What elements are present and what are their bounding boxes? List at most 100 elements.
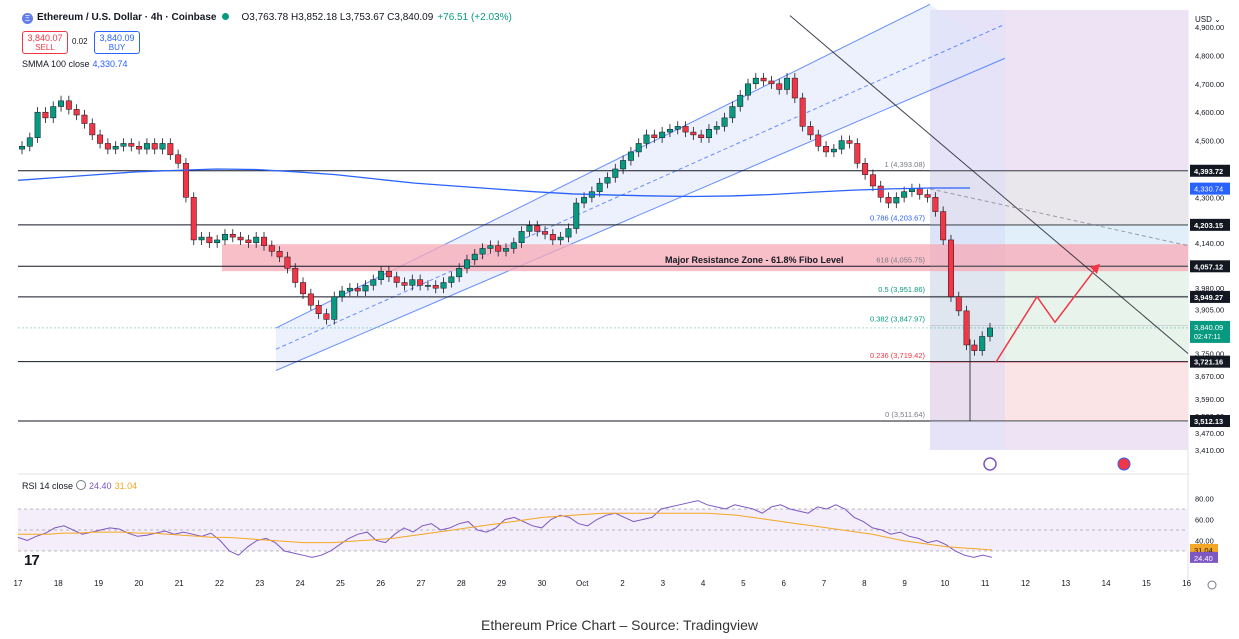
candle-body [627, 151, 634, 161]
candle-body [409, 279, 416, 286]
candle-body [50, 106, 57, 119]
candle-body [557, 236, 564, 241]
candle-body [65, 100, 72, 110]
smma-price-tag [1190, 182, 1230, 195]
price-level-tag [1190, 218, 1230, 231]
candle-body [901, 191, 908, 198]
time-tick-label: 13 [1061, 579, 1070, 588]
candle-body [510, 242, 517, 249]
price-level-tag-text: 3,512.13 [1194, 417, 1223, 426]
time-tick-label: 11 [981, 579, 990, 588]
candle-body [104, 143, 111, 150]
fib-level-label: 618 (4,055.75) [876, 256, 925, 265]
candle-body [42, 111, 49, 119]
tradingview-logo[interactable]: 17 [24, 552, 40, 569]
time-tick-label: 20 [134, 579, 143, 588]
price-level-tag-text: 4,203.15 [1194, 221, 1223, 230]
last-price-tag [1190, 320, 1230, 343]
price-tick-label: 4,700.00 [1195, 80, 1224, 89]
buy-button[interactable]: 3,840.09 BUY [94, 31, 140, 54]
candle-body [776, 83, 783, 90]
time-tick-label: 27 [417, 579, 426, 588]
rsi-tick-label: 60.00 [1195, 516, 1214, 525]
rsi-value: 24.40 [89, 481, 112, 491]
candle-body [292, 268, 299, 283]
candle-body [791, 77, 798, 99]
fib-level-label: 0.382 (3,847.97) [870, 315, 926, 324]
candle-body [214, 239, 221, 244]
candle-body [284, 256, 291, 269]
candle-body [221, 234, 228, 241]
candle-body [877, 185, 884, 198]
candle-body [651, 134, 658, 138]
candle-body [268, 245, 275, 252]
smma-indicator-legend[interactable]: SMMA 100 close 4,330.74 [22, 59, 128, 69]
candle-body [729, 106, 736, 119]
last-price-tag-text: 3,840.09 [1194, 323, 1223, 332]
candle-body [206, 236, 213, 244]
figure-caption: Ethereum Price Chart – Source: Tradingvi… [480, 617, 758, 633]
candle-body [721, 117, 728, 127]
fib-level-label: 0.786 (4,203.67) [870, 214, 926, 223]
candle-body [784, 77, 791, 90]
candle-body [190, 197, 197, 241]
time-tick-label: 15 [1142, 579, 1151, 588]
time-tick-label: 6 [781, 579, 786, 588]
candle-body [378, 270, 385, 280]
symbol-title[interactable]: Ethereum / U.S. Dollar · 4h · Coinbase [37, 12, 217, 23]
price-tick-label: 3,670.00 [1195, 372, 1224, 381]
candle-body [893, 197, 900, 204]
candle-body [534, 225, 541, 232]
buy-price: 3,840.09 [99, 33, 135, 43]
time-tick-label: 16 [1182, 579, 1191, 588]
candle-body [659, 131, 666, 138]
currency-label: USD [1195, 15, 1212, 24]
fib-level-label: 0 (3,511.64) [885, 410, 925, 419]
candle-body [19, 146, 25, 150]
candle-body [487, 245, 494, 249]
currency-selector[interactable]: USD ⌄ [1195, 15, 1221, 24]
candle-body [136, 146, 143, 150]
candle-body [908, 188, 915, 192]
price-tick-label: 3,980.00 [1195, 284, 1224, 293]
candle-body [698, 134, 705, 138]
candle-body [620, 160, 627, 170]
candle-body [401, 282, 408, 286]
candle-body [424, 285, 431, 287]
time-tick-label: 23 [255, 579, 264, 588]
rsi-indicator-legend[interactable]: RSI 14 close 24.40 31.04 [22, 480, 137, 491]
time-tick-label: 5 [741, 579, 746, 588]
rsi-ma-tag-text: 31.04 [1194, 546, 1213, 555]
chart[interactable]: Major Resistance Zone - 61.8% Fibo Level… [0, 0, 1239, 600]
settings-icon [1207, 580, 1217, 590]
price-level-tag-text: 3,721.16 [1194, 358, 1223, 367]
candle-body [979, 336, 986, 351]
candle-body [549, 234, 556, 241]
smma-price-tag-text: 4,330.74 [1194, 185, 1223, 194]
price-level-tag-text: 3,949.27 [1194, 293, 1223, 302]
channel-mid-line [275, 23, 1006, 350]
projection-arrow [995, 265, 1099, 363]
candle-body [846, 140, 853, 144]
candle-body [339, 290, 346, 297]
price-change: +76.51 (+2.03%) [437, 12, 512, 23]
candle-body [471, 253, 478, 261]
ethereum-icon: Ξ [22, 13, 33, 24]
dashed-projection-line [929, 188, 1189, 247]
candle-body [854, 143, 861, 164]
sell-button[interactable]: 3,840.07 SELL [22, 31, 68, 54]
price-level-tag [1190, 415, 1230, 428]
price-level-tag-text: 4,393.72 [1194, 167, 1223, 176]
time-tick-label: 22 [215, 579, 224, 588]
price-level-tag [1190, 290, 1230, 303]
price-chart-svg[interactable]: Major Resistance Zone - 61.8% Fibo Level… [0, 0, 1239, 600]
time-tick-label: 9 [902, 579, 907, 588]
settings-icon[interactable] [76, 480, 87, 490]
time-tick-label: 10 [940, 579, 949, 588]
candle-body [385, 270, 392, 278]
price-tick-label: 3,410.00 [1195, 446, 1224, 455]
candle-body [815, 134, 822, 147]
fib-level-label: 0.236 (3,719.42) [870, 351, 926, 360]
candle-body [745, 83, 751, 96]
candle-body [885, 197, 892, 204]
